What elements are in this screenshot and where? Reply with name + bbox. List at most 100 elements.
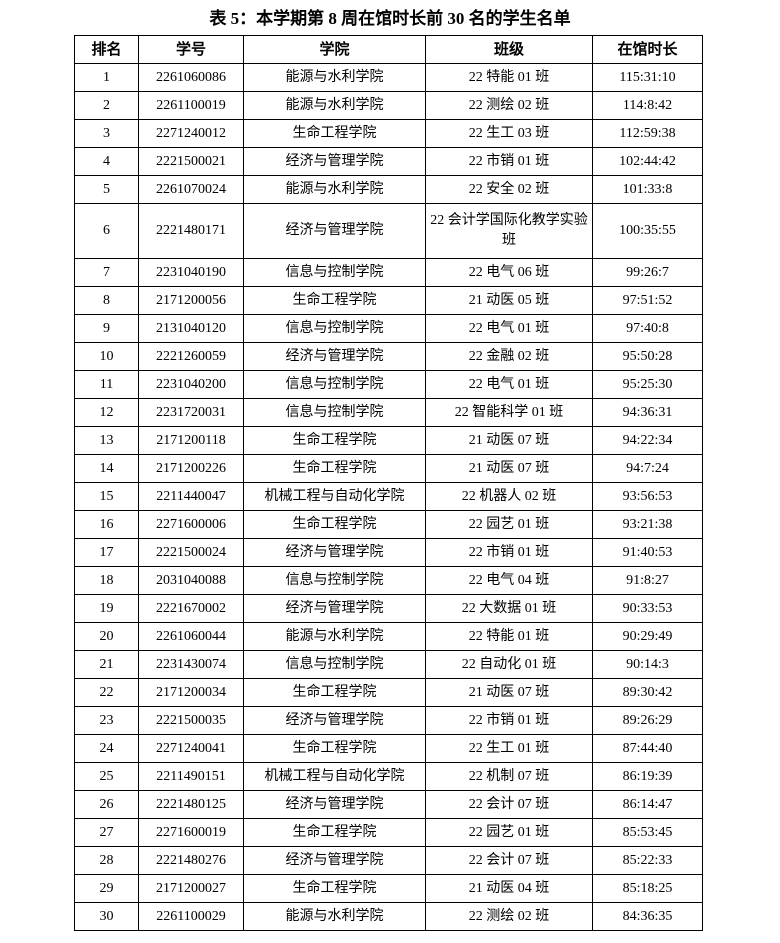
- student-id-cell: 2231430074: [138, 650, 244, 679]
- duration-cell: 91:8:27: [592, 566, 703, 595]
- table-row: 1 2261060086 能源与水利学院 22 特能 01 班 115:31:10: [74, 63, 703, 92]
- student-id-cell: 2131040120: [138, 314, 244, 343]
- duration-cell: 102:44:42: [592, 147, 703, 176]
- duration-cell: 90:29:49: [592, 622, 703, 651]
- header-row: 排名 学号 学院 班级 在馆时长: [74, 35, 703, 64]
- college-cell: 信息与控制学院: [243, 566, 426, 595]
- duration-cell: 87:44:40: [592, 734, 703, 763]
- college-cell: 能源与水利学院: [243, 91, 426, 120]
- college-cell: 能源与水利学院: [243, 63, 426, 92]
- duration-cell: 91:40:53: [592, 538, 703, 567]
- student-id-cell: 2171200118: [138, 426, 244, 455]
- duration-cell: 94:22:34: [592, 426, 703, 455]
- rank-cell: 23: [74, 706, 139, 735]
- class-cell: 22 电气 01 班: [425, 370, 593, 399]
- college-cell: 信息与控制学院: [243, 650, 426, 679]
- student-id-cell: 2211490151: [138, 762, 244, 791]
- student-id-cell: 2221500024: [138, 538, 244, 567]
- table-row: 14 2171200226 生命工程学院 21 动医 07 班 94:7:24: [74, 454, 703, 483]
- table-row: 26 2221480125 经济与管理学院 22 会计 07 班 86:14:47: [74, 790, 703, 819]
- student-id-cell: 2261100019: [138, 91, 244, 120]
- table-row: 17 2221500024 经济与管理学院 22 市销 01 班 91:40:53: [74, 538, 703, 567]
- rank-cell: 15: [74, 482, 139, 511]
- college-cell: 生命工程学院: [243, 818, 426, 847]
- rank-cell: 16: [74, 510, 139, 539]
- student-id-cell: 2221500021: [138, 147, 244, 176]
- duration-cell: 114:8:42: [592, 91, 703, 120]
- rank-cell: 21: [74, 650, 139, 679]
- rank-cell: 13: [74, 426, 139, 455]
- class-cell: 21 动医 04 班: [425, 874, 593, 903]
- student-ranking-table: 排名 学号 学院 班级 在馆时长 1 2261060086 能源与水利学院 22 特能…: [74, 35, 703, 931]
- class-cell: 21 动医 05 班: [425, 286, 593, 315]
- college-cell: 信息与控制学院: [243, 314, 426, 343]
- student-id-cell: 2231720031: [138, 398, 244, 427]
- duration-cell: 94:7:24: [592, 454, 703, 483]
- class-cell: 22 测绘 02 班: [425, 91, 593, 120]
- college-cell: 经济与管理学院: [243, 203, 426, 259]
- college-cell: 生命工程学院: [243, 426, 426, 455]
- duration-cell: 95:25:30: [592, 370, 703, 399]
- table-row: 30 2261100029 能源与水利学院 22 测绘 02 班 84:36:35: [74, 902, 703, 931]
- college-cell: 生命工程学院: [243, 678, 426, 707]
- table-row: 12 2231720031 信息与控制学院 22 智能科学 01 班 94:36:31: [74, 398, 703, 427]
- class-cell: 22 特能 01 班: [425, 63, 593, 92]
- duration-cell: 100:35:55: [592, 203, 703, 259]
- college-cell: 生命工程学院: [243, 119, 426, 148]
- student-id-cell: 2231040200: [138, 370, 244, 399]
- table-row: 19 2221670002 经济与管理学院 22 大数据 01 班 90:33:53: [74, 594, 703, 623]
- table-row: 25 2211490151 机械工程与自动化学院 22 机制 07 班 86:19:39: [74, 762, 703, 791]
- rank-cell: 17: [74, 538, 139, 567]
- rank-cell: 3: [74, 119, 139, 148]
- table-row: 15 2211440047 机械工程与自动化学院 22 机器人 02 班 93:56:5…: [74, 482, 703, 511]
- table-title: 表 5：本学期第 8 周在馆时长前 30 名的学生名单: [209, 9, 571, 28]
- duration-cell: 101:33:8: [592, 175, 703, 204]
- college-cell: 生命工程学院: [243, 454, 426, 483]
- student-id-cell: 2031040088: [138, 566, 244, 595]
- rank-cell: 5: [74, 175, 139, 204]
- table-row: 7 2231040190 信息与控制学院 22 电气 06 班 99:26:7: [74, 258, 703, 287]
- rank-cell: 8: [74, 286, 139, 315]
- class-cell: 22 会计 07 班: [425, 846, 593, 875]
- duration-cell: 89:30:42: [592, 678, 703, 707]
- college-cell: 经济与管理学院: [243, 147, 426, 176]
- class-cell: 21 动医 07 班: [425, 426, 593, 455]
- table-row: 21 2231430074 信息与控制学院 22 自动化 01 班 90:14:3: [74, 650, 703, 679]
- header-college: 学院: [243, 35, 426, 64]
- college-cell: 经济与管理学院: [243, 538, 426, 567]
- college-cell: 生命工程学院: [243, 510, 426, 539]
- duration-cell: 97:40:8: [592, 314, 703, 343]
- duration-cell: 115:31:10: [592, 63, 703, 92]
- rank-cell: 7: [74, 258, 139, 287]
- table-row: 24 2271240041 生命工程学院 22 生工 01 班 87:44:40: [74, 734, 703, 763]
- table-row: 5 2261070024 能源与水利学院 22 安全 02 班 101:33:8: [74, 175, 703, 204]
- college-cell: 生命工程学院: [243, 874, 426, 903]
- student-id-cell: 2171200226: [138, 454, 244, 483]
- duration-cell: 85:18:25: [592, 874, 703, 903]
- college-cell: 能源与水利学院: [243, 902, 426, 931]
- student-id-cell: 2261060044: [138, 622, 244, 651]
- class-cell: 22 市销 01 班: [425, 147, 593, 176]
- class-cell: 21 动医 07 班: [425, 678, 593, 707]
- duration-cell: 93:56:53: [592, 482, 703, 511]
- class-cell: 22 园艺 01 班: [425, 818, 593, 847]
- header-student-id: 学号: [138, 35, 244, 64]
- student-id-cell: 2271240012: [138, 119, 244, 148]
- rank-cell: 14: [74, 454, 139, 483]
- duration-cell: 112:59:38: [592, 119, 703, 148]
- class-cell: 22 电气 04 班: [425, 566, 593, 595]
- table-row: 27 2271600019 生命工程学院 22 园艺 01 班 85:53:45: [74, 818, 703, 847]
- class-cell: 22 智能科学 01 班: [425, 398, 593, 427]
- student-id-cell: 2171200034: [138, 678, 244, 707]
- student-id-cell: 2221480171: [138, 203, 244, 259]
- header-class: 班级: [425, 35, 593, 64]
- college-cell: 能源与水利学院: [243, 175, 426, 204]
- rank-cell: 12: [74, 398, 139, 427]
- class-cell: 22 园艺 01 班: [425, 510, 593, 539]
- class-cell: 22 市销 01 班: [425, 538, 593, 567]
- college-cell: 机械工程与自动化学院: [243, 762, 426, 791]
- rank-cell: 2: [74, 91, 139, 120]
- table-row: 9 2131040120 信息与控制学院 22 电气 01 班 97:40:8: [74, 314, 703, 343]
- college-cell: 经济与管理学院: [243, 342, 426, 371]
- table-row: 18 2031040088 信息与控制学院 22 电气 04 班 91:8:27: [74, 566, 703, 595]
